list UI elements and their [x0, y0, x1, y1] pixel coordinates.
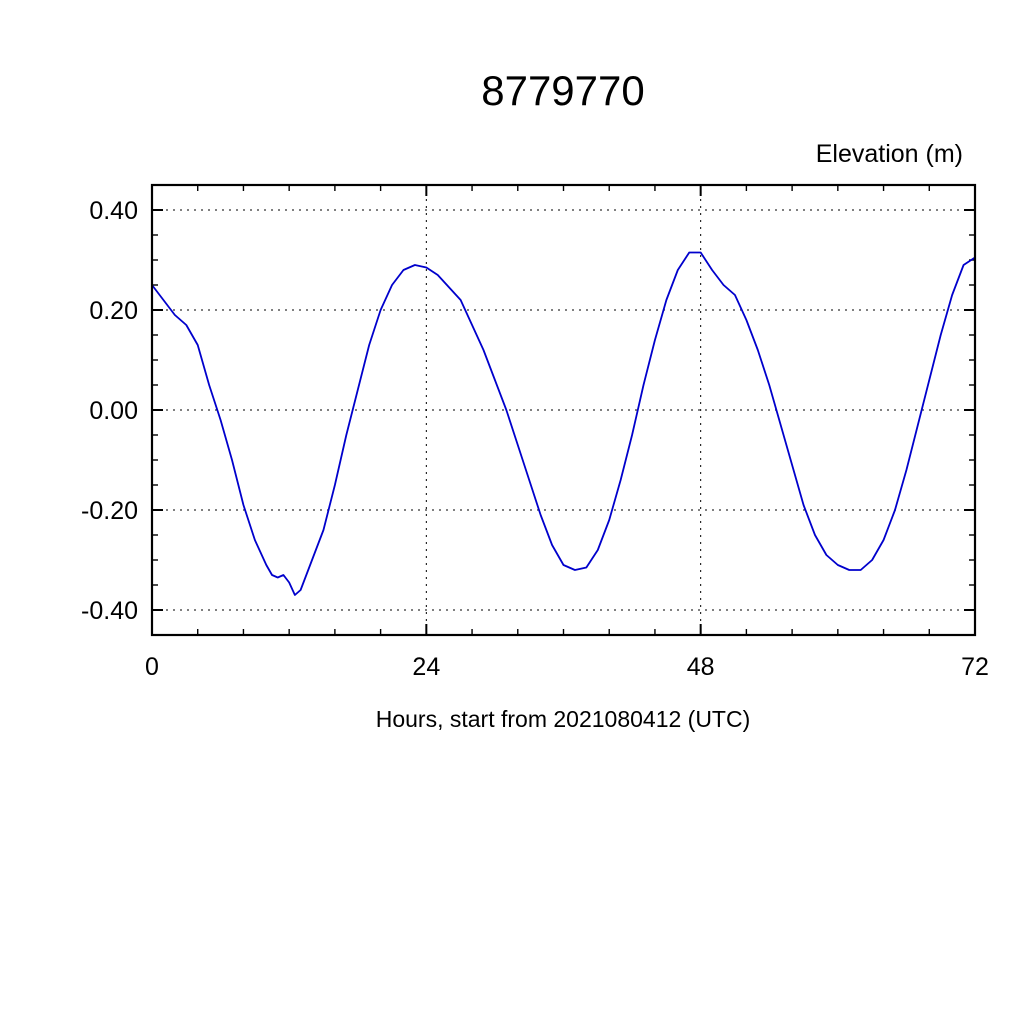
plot-frame [150, 183, 977, 637]
elevation-line [151, 251, 976, 596]
tick-labels: 0 24 48 72 -0.40 -0.20 0.00 0.20 0.40 [81, 197, 989, 681]
elevation-series [151, 251, 976, 596]
y-axis-title: Elevation (m) [816, 140, 963, 168]
x-tick-label: 0 [145, 653, 159, 681]
x-tick-label: 72 [961, 653, 989, 681]
x-tick-label: 48 [687, 653, 715, 681]
y-tick-label: -0.40 [81, 597, 138, 625]
axis-ticks [151, 185, 976, 635]
chart-title: 8779770 [481, 67, 645, 114]
x-tick-label: 24 [412, 653, 440, 681]
y-tick-label: -0.20 [81, 497, 138, 525]
y-tick-label: 0.40 [89, 197, 138, 225]
y-tick-label: 0.20 [89, 297, 138, 325]
gridlines [152, 185, 975, 635]
x-axis-title: Hours, start from 2021080412 (UTC) [376, 706, 751, 732]
y-tick-label: 0.00 [89, 397, 138, 425]
